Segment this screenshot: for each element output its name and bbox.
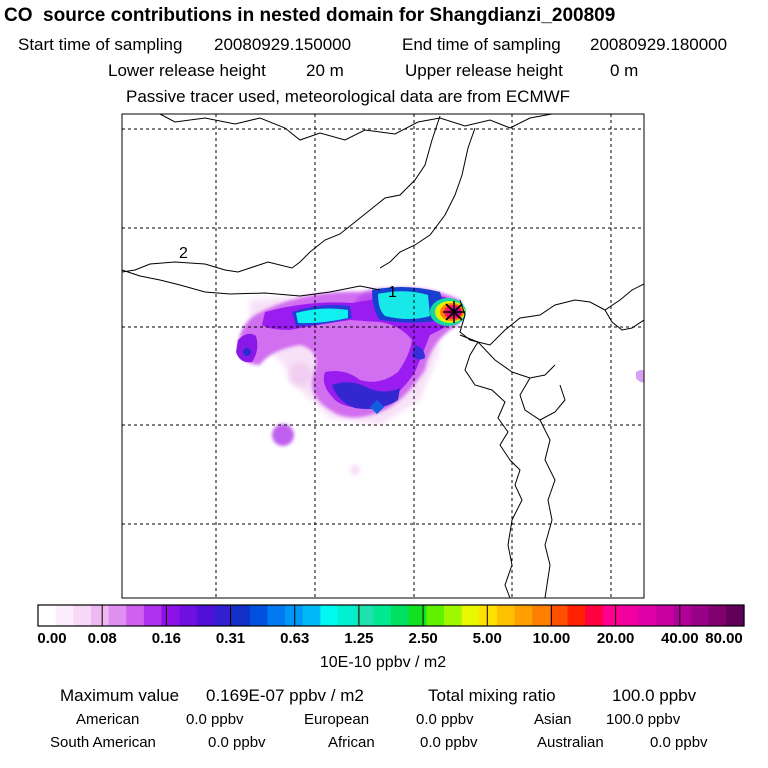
colorbar-swatch	[514, 605, 533, 626]
colorbar-tick-label: 0.31	[215, 630, 246, 647]
colorbar-swatch	[249, 605, 269, 626]
total-mixing-value: 100.0 ppbv	[612, 686, 697, 705]
colorbar-swatch	[196, 605, 216, 626]
colorbar-tick-label: 20.00	[596, 630, 635, 647]
colorbar-swatch	[426, 605, 445, 626]
colorbar-swatch	[320, 605, 339, 626]
colorbar-swatch	[179, 605, 198, 626]
colorbar-swatch	[126, 605, 145, 626]
total-mixing-label: Total mixing ratio	[428, 686, 556, 705]
colorbar-swatch	[461, 605, 480, 626]
region-value-american: 0.0 ppbv	[186, 711, 244, 728]
colorbar-swatch	[55, 605, 74, 626]
region-label-1: 1	[388, 284, 397, 301]
region-label-2: 2	[179, 245, 188, 262]
receptor-asterisk-marker	[443, 301, 465, 323]
colorbar-swatch	[655, 605, 674, 626]
east-edge-spot	[636, 370, 644, 383]
colorbar-swatch	[567, 605, 586, 626]
region-value-asian: 100.0 ppbv	[606, 711, 681, 728]
colorbar-swatch	[585, 605, 604, 626]
colorbar-swatch	[479, 605, 498, 626]
colorbar-swatch	[161, 605, 180, 626]
colorbar-tick-label: 1.25	[344, 630, 374, 647]
colorbar-swatch	[232, 605, 251, 626]
colorbar-swatch	[73, 605, 92, 626]
map-frame	[121, 113, 645, 599]
colorbar-swatch	[443, 605, 463, 626]
region-name-south-american: South American	[50, 734, 156, 751]
region-value-african: 0.0 ppbv	[420, 734, 478, 751]
upper-release-value: 0 m	[610, 61, 639, 80]
colorbar-swatch	[38, 605, 57, 626]
region-name-australian: Australian	[537, 734, 604, 751]
end-sampling-value: 20080929.180000	[590, 35, 728, 54]
colorbar-swatch	[602, 605, 622, 626]
start-sampling-value: 20080929.150000	[214, 35, 352, 54]
upper-release-label: Upper release height	[405, 61, 563, 80]
colorbar-tick-label: 0.16	[151, 630, 181, 647]
max-value: 0.169E-07 ppbv / m2	[206, 686, 364, 705]
colorbar-swatch	[143, 605, 163, 626]
colorbar-tick-label: 0.00	[37, 630, 67, 647]
colorbar-tick-label: 2.50	[408, 630, 438, 647]
colorbar-tick-label: 0.08	[87, 630, 117, 647]
colorbar-swatch	[549, 605, 569, 626]
region-name-asian: Asian	[534, 711, 572, 728]
region-name-european: European	[304, 711, 370, 728]
colorbar-swatch	[391, 605, 410, 626]
lower-release-value: 20 m	[306, 61, 344, 80]
region-value-south-american: 0.0 ppbv	[208, 734, 266, 751]
colorbar-tick-label: 10.00	[532, 630, 571, 647]
colorbar-swatch	[496, 605, 516, 626]
colorbar-unit: 10E-10 ppbv / m2	[319, 654, 447, 671]
colorbar-swatch	[285, 605, 304, 626]
colorbar-swatch	[620, 605, 639, 626]
colorbar-swatch	[90, 605, 110, 626]
colorbar-swatch	[691, 605, 710, 626]
lower-release-label: Lower release height	[108, 61, 266, 80]
max-value-label: Maximum value	[60, 686, 180, 705]
region-name-african: African	[328, 734, 375, 751]
colorbar-swatch	[373, 605, 392, 626]
start-sampling-label: Start time of sampling	[18, 35, 183, 54]
region-name-american: American	[76, 711, 140, 728]
end-sampling-label: End time of sampling	[402, 35, 561, 54]
colorbar-swatch	[267, 605, 286, 626]
colorbar-swatch	[355, 605, 374, 626]
tracer-note: Passive tracer used, meteorological data…	[126, 87, 571, 106]
colorbar-ticks	[37, 605, 745, 626]
colorbar-swatch	[726, 605, 745, 626]
colorbar-swatch	[673, 605, 692, 626]
colorbar-swatch	[338, 605, 357, 626]
coastlines	[122, 114, 644, 598]
chart-title: CO source contributions in nested domain…	[4, 5, 616, 26]
colorbar-tick-label: 80.00	[705, 630, 743, 647]
lat-lon-grid	[122, 114, 644, 598]
colorbar-tick-label: 5.00	[472, 630, 502, 647]
region-value-australian: 0.0 ppbv	[650, 734, 708, 751]
colorbar-swatch	[532, 605, 551, 626]
colorbar-swatch	[302, 605, 321, 626]
colorbar-swatch	[214, 605, 233, 626]
plume-cyan	[296, 291, 430, 324]
colorbar	[38, 605, 745, 626]
region-value-european: 0.0 ppbv	[416, 711, 474, 728]
colorbar-tick-label: 0.63	[280, 630, 310, 647]
colorbar-swatch	[638, 605, 657, 626]
colorbar-swatch	[108, 605, 127, 626]
colorbar-swatch	[708, 605, 727, 626]
colorbar-tick-label: 40.00	[661, 630, 699, 647]
colorbar-swatch	[408, 605, 427, 626]
